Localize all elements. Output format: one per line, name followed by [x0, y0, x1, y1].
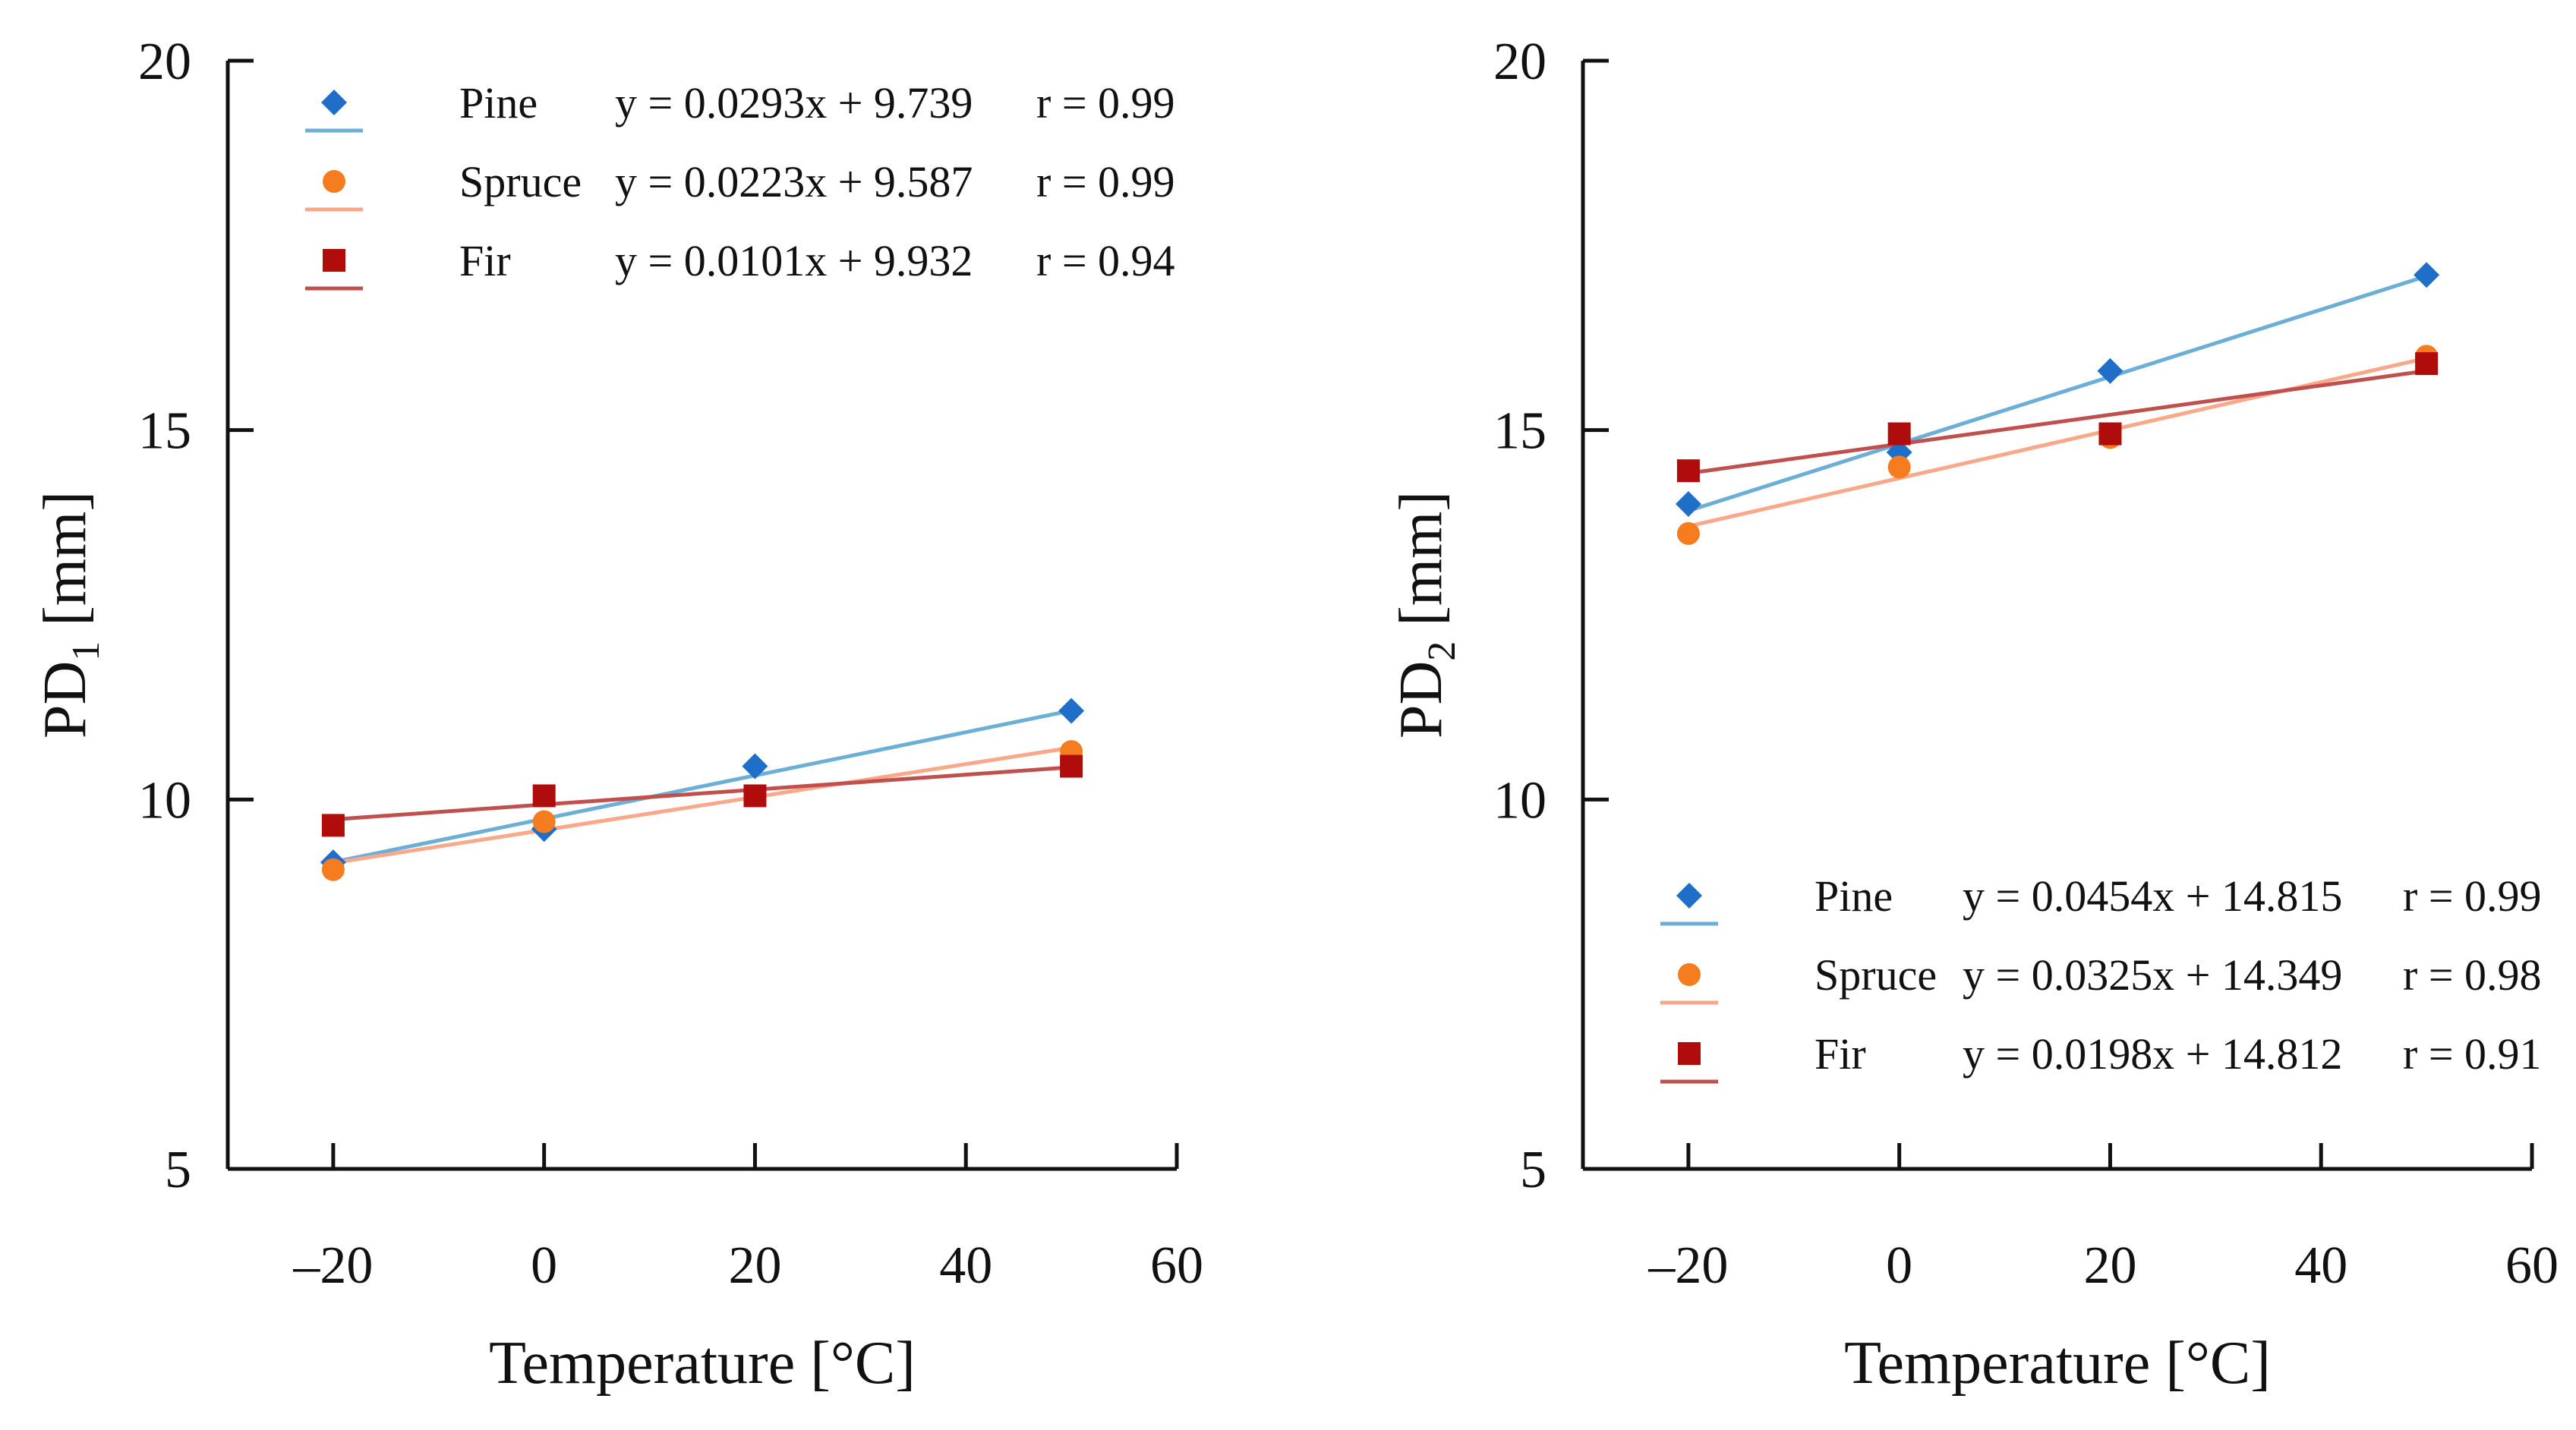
y-axis-title-unit: [mm]	[32, 491, 99, 641]
legend-equation: y = 0.0325x + 14.349	[1963, 950, 2342, 1000]
data-point-pine	[2414, 262, 2440, 288]
legend-marker-spruce	[323, 170, 345, 193]
x-tick-label: 20	[2083, 1236, 2136, 1295]
trend-line-fir	[333, 765, 1072, 822]
data-point-spruce	[321, 858, 345, 881]
y-tick-label: 10	[1493, 771, 1547, 830]
x-tick-label: –20	[292, 1236, 373, 1295]
x-tick-label: 60	[1150, 1236, 1203, 1295]
trend-line-pine	[333, 708, 1072, 865]
data-point-spruce	[1676, 521, 1700, 545]
trend-line-fir	[1688, 369, 2427, 475]
x-axis-title: Temperature [°C]	[1844, 1330, 2271, 1397]
legend-r-value: r = 0.91	[2403, 1029, 2542, 1079]
x-tick-label: 20	[728, 1236, 781, 1295]
y-axis-title-main: PD	[1388, 661, 1455, 739]
x-tick-label: 0	[531, 1236, 557, 1295]
y-tick-label: 15	[1493, 402, 1547, 461]
legend-r-value: r = 0.99	[1036, 157, 1175, 206]
legend-marker-pine	[321, 90, 347, 115]
data-point-fir	[321, 814, 345, 837]
legend: Pine y = 0.0293x + 9.739 r = 0.99 Spruce y =…	[305, 78, 1175, 291]
legend-r-value: r = 0.94	[1036, 236, 1175, 285]
right-chart-panel: 5 10 15 20 –20 0 20 40 60 Temperature [°C] PD2 [mm…	[1388, 33, 2559, 1397]
legend-r-value: r = 0.98	[2403, 950, 2542, 1000]
y-axis-title: PD2 [mm]	[1388, 491, 1464, 739]
data-point-pine	[1058, 698, 1085, 724]
legend-equation: y = 0.0293x + 9.739	[615, 78, 973, 128]
trend-line-spruce	[1688, 356, 2427, 528]
x-tick-label: 0	[1886, 1236, 1912, 1295]
x-tick-label: 40	[2294, 1236, 2347, 1295]
data-point-pine	[2097, 358, 2124, 384]
data-point-spruce	[1887, 455, 1911, 479]
legend-equation: y = 0.0454x + 14.815	[1963, 871, 2342, 921]
x-tick-label: 60	[2505, 1236, 2559, 1295]
y-tick-label: 15	[138, 402, 191, 461]
data-point-pine	[742, 753, 768, 780]
legend-equation: y = 0.0223x + 9.587	[615, 157, 973, 206]
data-point-fir	[1887, 422, 1911, 446]
x-axis-title: Temperature [°C]	[489, 1330, 916, 1397]
legend-equation: y = 0.0198x + 14.812	[1963, 1029, 2342, 1079]
y-tick-label: 20	[138, 33, 191, 91]
legend-equation: y = 0.0101x + 9.932	[615, 236, 973, 285]
legend-series-name: Fir	[1815, 1029, 1866, 1079]
y-axis-title-unit: [mm]	[1388, 491, 1455, 641]
y-axis-title-subscript: 2	[1420, 641, 1464, 661]
left-chart-panel: 5 10 15 20 –20 0 20 40 60 Temperature [°C] PD1 [mm…	[32, 33, 1203, 1397]
legend-series-name: Fir	[459, 236, 511, 285]
trend-line-spruce	[333, 745, 1072, 865]
legend-marker-fir	[323, 249, 345, 272]
data-point-fir	[532, 784, 556, 808]
data-point-fir	[1676, 459, 1700, 483]
y-axis-title-subscript: 1	[65, 641, 108, 661]
legend-series-name: Spruce	[459, 157, 582, 206]
legend: Pine y = 0.0454x + 14.815 r = 0.99 Spruce y …	[1660, 871, 2542, 1084]
legend-r-value: r = 0.99	[2403, 871, 2542, 921]
y-tick-label: 20	[1493, 33, 1547, 91]
y-tick-label: 5	[1520, 1141, 1547, 1199]
legend-series-name: Spruce	[1815, 950, 1937, 1000]
data-point-fir	[2415, 352, 2439, 376]
y-tick-label: 5	[165, 1141, 191, 1199]
legend-marker-fir	[1678, 1042, 1701, 1065]
y-axis-title: PD1 [mm]	[32, 491, 108, 739]
data-point-fir	[1060, 754, 1083, 778]
data-point-pine	[1675, 491, 1701, 517]
data-point-fir	[2098, 422, 2122, 446]
legend-marker-pine	[1676, 883, 1702, 909]
data-point-fir	[743, 784, 767, 808]
data-point-spruce	[532, 810, 556, 833]
legend-series-name: Pine	[459, 78, 538, 128]
y-axis-title-main: PD	[32, 661, 99, 739]
x-tick-label: 40	[939, 1236, 992, 1295]
trend-line-pine	[1688, 274, 2427, 513]
x-tick-label: –20	[1647, 1236, 1728, 1295]
legend-series-name: Pine	[1815, 871, 1893, 921]
y-tick-label: 10	[138, 771, 191, 830]
legend-r-value: r = 0.99	[1036, 78, 1175, 128]
legend-marker-spruce	[1678, 963, 1701, 986]
